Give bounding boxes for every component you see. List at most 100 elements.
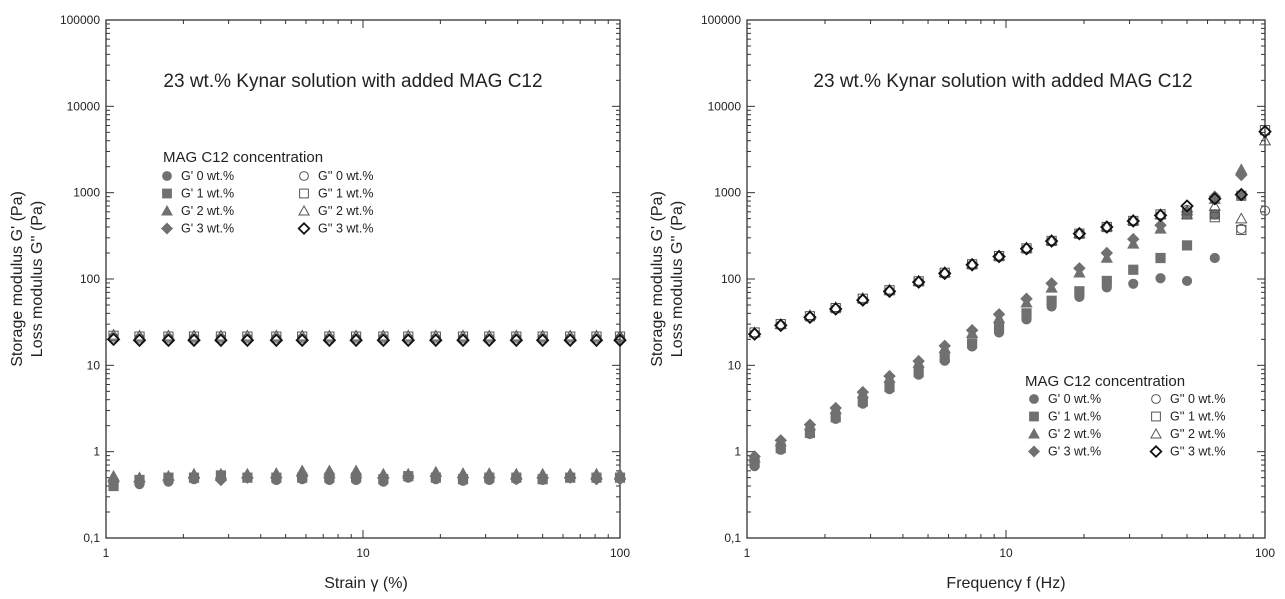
y-tick-label: 10	[728, 358, 742, 372]
point-g-3-wt	[965, 258, 979, 272]
point-g-2-wt	[1045, 234, 1058, 246]
point-g-3-wt	[1072, 226, 1087, 241]
point-g-3-wt	[133, 475, 146, 488]
point-g-2-wt	[296, 329, 309, 341]
x-tick-label: 10	[356, 546, 370, 560]
point-g-3-wt	[803, 418, 817, 431]
point-g-1-wt	[324, 331, 335, 342]
x-axis-label: Strain γ (%)	[324, 575, 408, 592]
point-g-0-wt	[1128, 278, 1139, 289]
legend-marker	[297, 221, 311, 236]
point-g-3-wt	[377, 471, 390, 484]
point-g-3-wt	[965, 324, 979, 337]
y-tick-label: 10000	[67, 99, 101, 113]
point-g-3-wt	[589, 333, 604, 348]
point-g-1-wt	[1236, 224, 1247, 236]
legend-marker	[1151, 411, 1161, 422]
point-g-3-wt	[1020, 292, 1033, 306]
point-g-1-wt	[1128, 264, 1139, 275]
legend-label: G' 0 wt.%	[1048, 392, 1101, 406]
point-g-3-wt	[1126, 214, 1141, 228]
data-marks	[106, 328, 627, 492]
point-g-3-wt	[295, 333, 309, 348]
point-g-2-wt	[402, 329, 415, 341]
point-g-3-wt	[856, 385, 870, 399]
point-g-1-wt	[163, 331, 174, 342]
point-g-2-wt	[241, 329, 254, 341]
point-g-3-wt	[1154, 218, 1167, 232]
y-tick-label: 1	[734, 445, 741, 459]
point-g-3-wt	[613, 472, 627, 486]
chart-title: 23 wt.% Kynar solution with added MAG C1…	[163, 71, 542, 92]
point-g-3-wt	[162, 473, 175, 487]
point-g-3-wt	[856, 293, 870, 307]
point-g-3-wt	[911, 275, 926, 289]
point-g-1-wt	[1209, 212, 1220, 223]
point-g-3-wt	[483, 471, 496, 484]
y-tick-label: 100000	[60, 13, 100, 27]
legend-marker	[1029, 411, 1039, 422]
point-g-2-wt	[349, 329, 363, 341]
y-tick-label: 100	[80, 272, 100, 286]
point-g-1-wt	[108, 330, 119, 341]
legend-marker	[298, 204, 310, 216]
point-g-1-wt	[967, 338, 978, 349]
point-g-2-wt	[965, 257, 979, 269]
point-g-3-wt	[132, 333, 147, 348]
point-g-3-wt	[937, 266, 952, 281]
y-axis-label-storage: Storage modulus G' (Pa)	[9, 191, 26, 367]
point-g-3-wt	[295, 469, 309, 483]
x-tick-label: 10	[999, 546, 1013, 560]
legend-label: G'' 2 wt.%	[1170, 427, 1225, 441]
point-g-3-wt	[882, 284, 897, 299]
y-axis-label-loss: Loss modulus G'' (Pa)	[669, 201, 686, 357]
y-tick-label: 100	[721, 272, 741, 286]
point-g-2-wt	[564, 329, 577, 341]
legend-marker	[299, 171, 309, 181]
point-g-3-wt	[401, 333, 416, 348]
point-g-3-wt	[535, 333, 550, 348]
point-g-2-wt	[613, 329, 627, 341]
legend-marker	[1029, 394, 1039, 404]
point-g-2-wt	[456, 329, 470, 341]
point-g-3-wt	[1045, 277, 1058, 290]
point-g-3-wt	[563, 333, 577, 348]
point-g-1-wt	[993, 322, 1005, 334]
point-g-3-wt	[107, 475, 120, 488]
x-tick-label: 100	[610, 546, 630, 560]
point-g-3-wt	[1100, 246, 1114, 260]
point-g-3-wt	[803, 310, 817, 325]
legend-marker	[161, 222, 173, 235]
point-g-3-wt	[828, 302, 843, 316]
point-g-3-wt	[1208, 191, 1222, 206]
legend-label: G'' 3 wt.%	[1170, 445, 1225, 459]
point-g-2-wt	[1100, 220, 1113, 232]
legend-title: MAG C12 concentration	[1025, 373, 1185, 390]
point-g-1-wt	[884, 381, 895, 393]
point-g-3-wt	[1127, 232, 1140, 246]
legend-marker	[161, 204, 173, 216]
point-g-2-wt	[429, 329, 442, 341]
point-g-3-wt	[747, 327, 762, 341]
legend-label: G' 3 wt.%	[181, 222, 234, 236]
point-g-3-wt	[402, 469, 415, 483]
y-axis-label-storage: Storage modulus G' (Pa)	[649, 191, 666, 367]
point-g-3-wt	[429, 469, 443, 483]
point-g-2-wt	[214, 329, 228, 341]
point-g-1-wt	[457, 331, 469, 342]
point-g-3-wt	[590, 472, 603, 486]
point-g-2-wt	[1258, 134, 1272, 146]
point-g-2-wt	[107, 328, 120, 340]
point-g-1-wt	[430, 331, 441, 342]
plot-frame	[105, 19, 621, 539]
point-g-1-wt	[350, 331, 362, 342]
legend-label: G'' 1 wt.%	[1170, 410, 1225, 424]
point-g-3-wt	[161, 333, 176, 348]
point-g-2-wt	[536, 329, 549, 341]
legend-label: G'' 0 wt.%	[1170, 392, 1225, 406]
point-g-1-wt	[1021, 308, 1032, 319]
point-g-1-wt	[511, 331, 522, 342]
point-g-1-wt	[1101, 275, 1112, 287]
point-g-3-wt	[992, 249, 1006, 264]
